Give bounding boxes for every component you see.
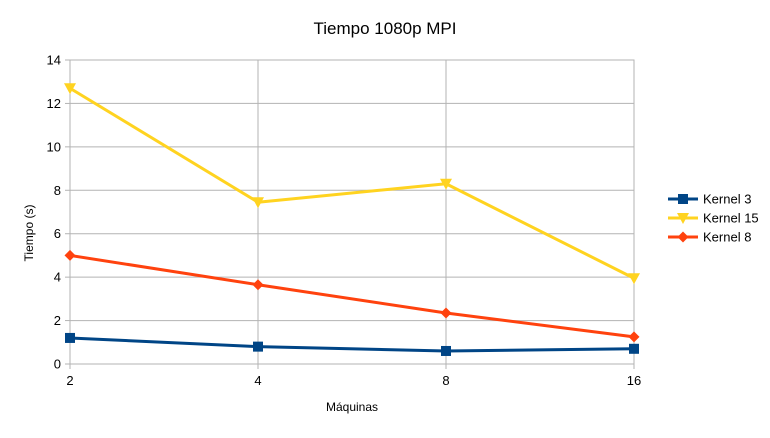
chart-title: Tiempo 1080p MPI: [314, 19, 457, 38]
y-tick-label: 0: [54, 357, 61, 372]
x-axis-label: Máquinas: [326, 400, 378, 414]
data-point-kernel-15: [440, 178, 452, 190]
data-point-kernel-15: [628, 273, 640, 285]
x-tick-label: 8: [442, 373, 449, 388]
y-tick-label: 10: [47, 139, 61, 154]
data-point-kernel-8: [628, 331, 640, 343]
series-line-kernel-15: [69, 86, 635, 280]
legend-marker-kernel-15: [677, 213, 689, 224]
data-point-kernel-3: [629, 343, 639, 354]
legend: Kernel 3 Kernel 15 Kernel 8: [668, 192, 759, 245]
legend-label: Kernel 3: [703, 192, 751, 207]
legend-marker-kernel-3: [678, 194, 688, 204]
data-point-kernel-3: [253, 341, 263, 352]
data-point-kernel-8: [64, 249, 76, 261]
y-tick-label: 6: [54, 226, 61, 241]
series-kernel-3: [65, 332, 639, 356]
y-tick-label: 4: [54, 270, 61, 285]
x-tick-label: 2: [66, 373, 73, 388]
data-point-kernel-15: [252, 197, 264, 209]
series-kernel-15: [64, 83, 640, 285]
y-tick-label: 12: [47, 96, 61, 111]
axes: [65, 59, 635, 369]
series-line-kernel-3: [69, 336, 635, 353]
y-axis-label: Tiempo (s): [22, 205, 36, 262]
plot-area-frame: [69, 59, 635, 365]
series-lines: [64, 83, 640, 356]
legend-item-kernel-8: Kernel 8: [668, 230, 751, 245]
series-kernel-8: [64, 249, 640, 343]
legend-label: Kernel 8: [703, 230, 751, 245]
series-line-kernel-8: [69, 253, 635, 339]
gridlines: [70, 59, 634, 365]
data-point-kernel-8: [252, 279, 264, 291]
data-point-kernel-3: [65, 332, 75, 343]
data-point-kernel-8: [440, 307, 452, 319]
y-tick-label: 2: [54, 313, 61, 328]
data-point-kernel-3: [441, 345, 451, 356]
y-tick-label: 14: [47, 53, 61, 68]
legend-marker-kernel-8: [677, 231, 689, 243]
legend-label: Kernel 15: [703, 211, 759, 226]
legend-item-kernel-15: Kernel 15: [668, 211, 759, 226]
data-point-kernel-15: [64, 83, 76, 95]
legend-item-kernel-3: Kernel 3: [668, 192, 751, 207]
x-tick-label: 16: [627, 373, 641, 388]
y-tick-label: 8: [54, 183, 61, 198]
x-tick-label: 4: [254, 373, 261, 388]
